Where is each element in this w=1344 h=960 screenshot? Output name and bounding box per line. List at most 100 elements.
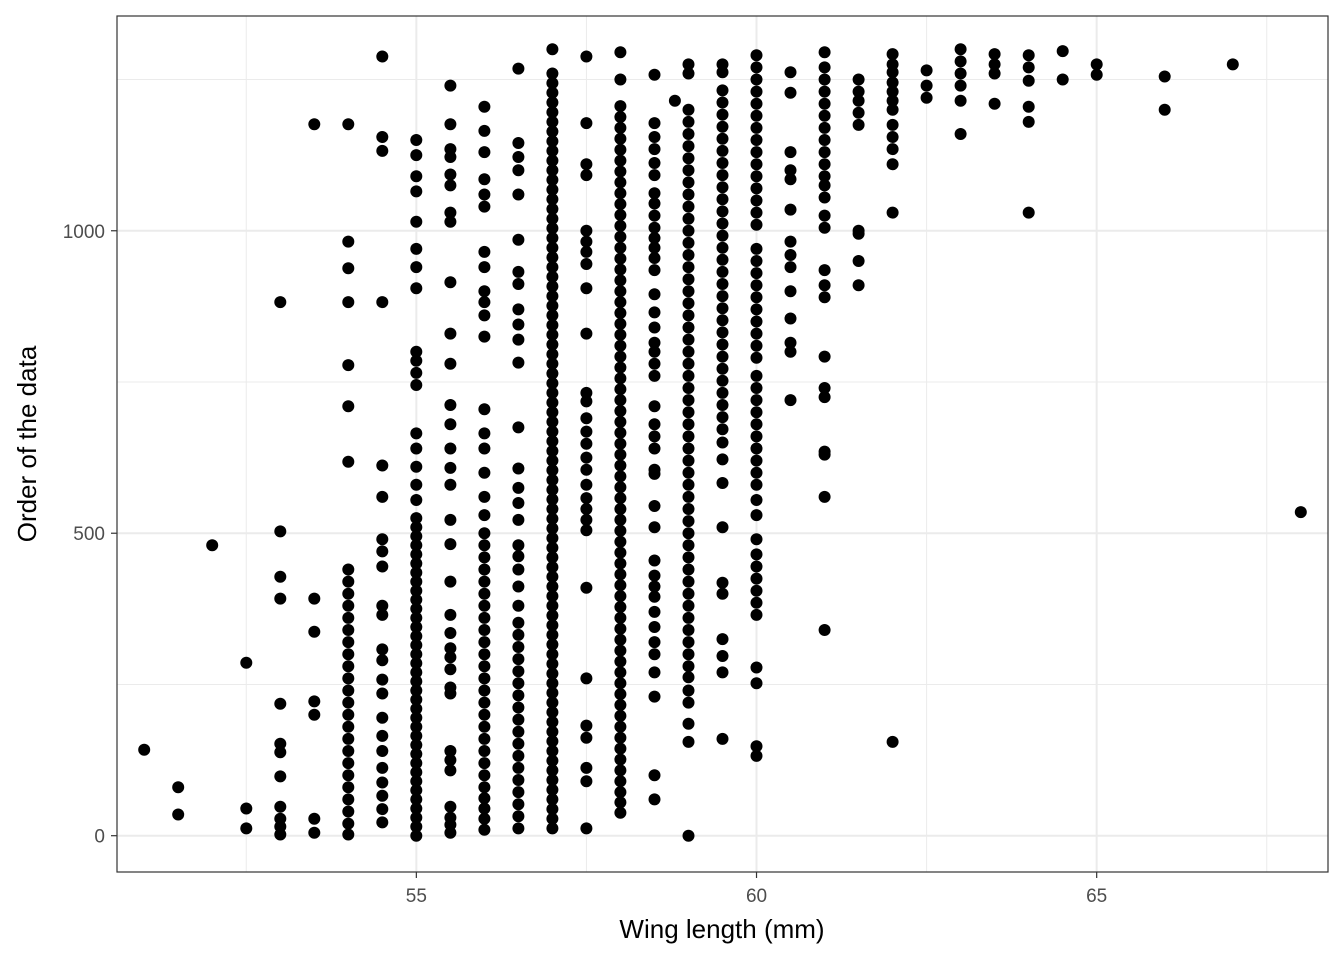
data-point — [342, 648, 355, 661]
data-point — [546, 67, 559, 80]
data-point — [682, 478, 695, 491]
data-point — [342, 805, 355, 818]
data-point — [614, 503, 627, 515]
data-point — [512, 774, 525, 786]
y-axis-title: Order of the data — [12, 345, 42, 542]
data-point — [478, 427, 491, 440]
data-point — [750, 548, 763, 561]
data-point — [478, 296, 491, 309]
data-point — [716, 362, 729, 375]
data-point — [614, 209, 627, 221]
data-point — [682, 696, 695, 709]
data-point — [580, 258, 593, 270]
data-point — [342, 828, 355, 841]
data-point — [648, 221, 661, 234]
data-point — [546, 396, 559, 409]
data-point — [954, 79, 967, 92]
data-point — [648, 690, 661, 703]
data-point — [512, 822, 525, 835]
data-point — [410, 775, 423, 788]
data-point — [682, 140, 695, 153]
data-point — [410, 185, 423, 198]
data-point — [614, 448, 627, 461]
data-point — [716, 58, 729, 71]
data-point — [342, 599, 355, 612]
data-point — [410, 784, 423, 797]
data-point — [410, 739, 423, 751]
data-point — [410, 584, 423, 597]
data-point — [546, 706, 559, 719]
data-point — [818, 221, 831, 234]
data-point — [750, 134, 763, 146]
data-point — [546, 270, 559, 283]
data-point — [342, 696, 355, 709]
data-point — [818, 264, 831, 277]
data-point — [444, 418, 457, 431]
data-point — [546, 96, 559, 109]
data-point — [614, 154, 627, 167]
data-point — [580, 169, 593, 182]
data-point — [886, 206, 899, 219]
data-point — [1056, 45, 1069, 58]
data-point — [682, 735, 695, 748]
data-point — [648, 666, 661, 679]
data-point — [410, 611, 423, 624]
data-point — [988, 67, 1001, 80]
data-point — [1022, 206, 1035, 219]
data-point — [682, 103, 695, 116]
data-point — [750, 49, 763, 62]
data-point — [580, 672, 593, 685]
data-point — [818, 279, 831, 292]
data-point — [716, 120, 729, 133]
data-point — [682, 273, 695, 286]
data-point — [648, 187, 661, 200]
data-point — [342, 455, 355, 468]
data-point — [614, 796, 627, 809]
data-point — [512, 481, 525, 494]
data-point — [512, 539, 525, 552]
data-point — [376, 816, 389, 829]
data-point — [614, 328, 627, 341]
data-point — [512, 737, 525, 750]
data-point — [444, 461, 457, 474]
data-point — [478, 466, 491, 479]
data-point — [648, 143, 661, 156]
data-point — [342, 684, 355, 697]
data-point — [478, 745, 491, 757]
data-point — [512, 761, 525, 774]
data-point — [648, 252, 661, 264]
data-point — [410, 494, 423, 506]
data-point — [682, 684, 695, 697]
data-point — [682, 333, 695, 346]
data-point — [716, 374, 729, 387]
data-point — [648, 345, 661, 358]
data-point — [580, 761, 593, 774]
data-point — [478, 245, 491, 258]
data-point — [376, 545, 389, 558]
data-point — [852, 106, 865, 119]
data-point — [410, 693, 423, 706]
data-point — [648, 500, 661, 512]
data-point — [818, 291, 831, 304]
data-point — [648, 336, 661, 349]
data-point — [410, 170, 423, 183]
data-point — [342, 296, 355, 309]
data-point — [818, 61, 831, 74]
data-point — [614, 786, 627, 799]
data-point — [546, 686, 559, 699]
data-point — [750, 749, 763, 762]
data-point — [546, 135, 559, 148]
data-point — [410, 379, 423, 391]
data-point — [410, 512, 423, 525]
data-point — [410, 442, 423, 455]
data-point — [716, 253, 729, 266]
data-point — [546, 764, 559, 777]
data-point — [580, 412, 593, 425]
data-point — [512, 713, 525, 726]
data-point — [444, 811, 457, 824]
data-point — [240, 822, 253, 835]
data-point — [342, 235, 355, 248]
data-point — [444, 764, 457, 777]
data-point — [716, 326, 729, 339]
data-point — [444, 168, 457, 181]
